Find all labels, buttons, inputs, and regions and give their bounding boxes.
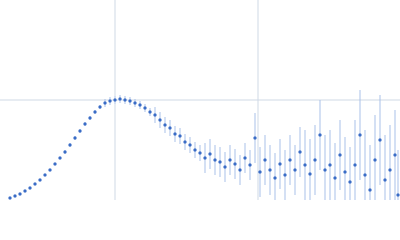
data-point (53, 162, 57, 166)
data-point (308, 172, 312, 176)
data-point (233, 162, 237, 166)
data-point (83, 122, 87, 126)
data-point (283, 173, 287, 177)
data-point (288, 158, 292, 162)
data-point (313, 158, 317, 162)
data-point (198, 151, 202, 155)
data-point (273, 176, 277, 180)
data-point (188, 143, 192, 147)
data-point (396, 193, 400, 197)
data-point (133, 101, 137, 105)
data-point (43, 173, 47, 177)
data-point (263, 158, 267, 162)
data-point (48, 168, 52, 172)
data-point (208, 152, 212, 156)
data-point (88, 116, 92, 120)
data-point (343, 170, 347, 174)
data-point (38, 178, 42, 182)
plot-area (0, 0, 400, 200)
data-point (178, 134, 182, 138)
data-point (368, 188, 372, 192)
data-point (143, 106, 147, 110)
data-point (13, 194, 17, 198)
data-point (168, 126, 172, 130)
data-point (348, 180, 352, 184)
data-point (128, 99, 132, 103)
data-point (28, 186, 32, 190)
data-point (363, 173, 367, 177)
data-point (68, 143, 72, 147)
data-point (203, 156, 207, 160)
data-point (33, 182, 37, 186)
data-point (98, 105, 102, 109)
data-point (93, 110, 97, 114)
data-point (228, 158, 232, 162)
data-point (183, 140, 187, 144)
data-point (108, 99, 112, 103)
data-point (118, 97, 122, 101)
data-point (303, 163, 307, 167)
data-point (253, 136, 257, 140)
data-point (58, 156, 62, 160)
data-point (148, 110, 152, 114)
data-point (378, 138, 382, 142)
data-point (258, 170, 262, 174)
data-point (278, 162, 282, 166)
data-point (213, 158, 217, 162)
data-point (318, 133, 322, 137)
data-point (153, 113, 157, 117)
data-point (163, 123, 167, 127)
data-point (103, 101, 107, 105)
data-point (373, 158, 377, 162)
data-point (333, 176, 337, 180)
data-point (238, 168, 242, 172)
data-point (63, 150, 67, 154)
data-point (78, 129, 82, 133)
data-point (298, 150, 302, 154)
data-point (388, 168, 392, 172)
data-point (393, 153, 397, 157)
data-point (328, 163, 332, 167)
data-point (358, 133, 362, 137)
data-point (243, 156, 247, 160)
data-point (293, 168, 297, 172)
data-point (8, 196, 12, 200)
data-point (383, 178, 387, 182)
data-point (353, 163, 357, 167)
data-point (248, 163, 252, 167)
data-point (218, 160, 222, 164)
data-point (138, 103, 142, 107)
data-point (223, 165, 227, 169)
data-point (158, 118, 162, 122)
data-point (113, 98, 117, 102)
data-point (173, 132, 177, 136)
chart (0, 0, 400, 200)
data-point (73, 136, 77, 140)
data-point (18, 192, 22, 196)
data-point (338, 153, 342, 157)
data-point (193, 148, 197, 152)
data-point (123, 98, 127, 102)
data-point (268, 168, 272, 172)
data-point (23, 189, 27, 193)
data-point (323, 168, 327, 172)
